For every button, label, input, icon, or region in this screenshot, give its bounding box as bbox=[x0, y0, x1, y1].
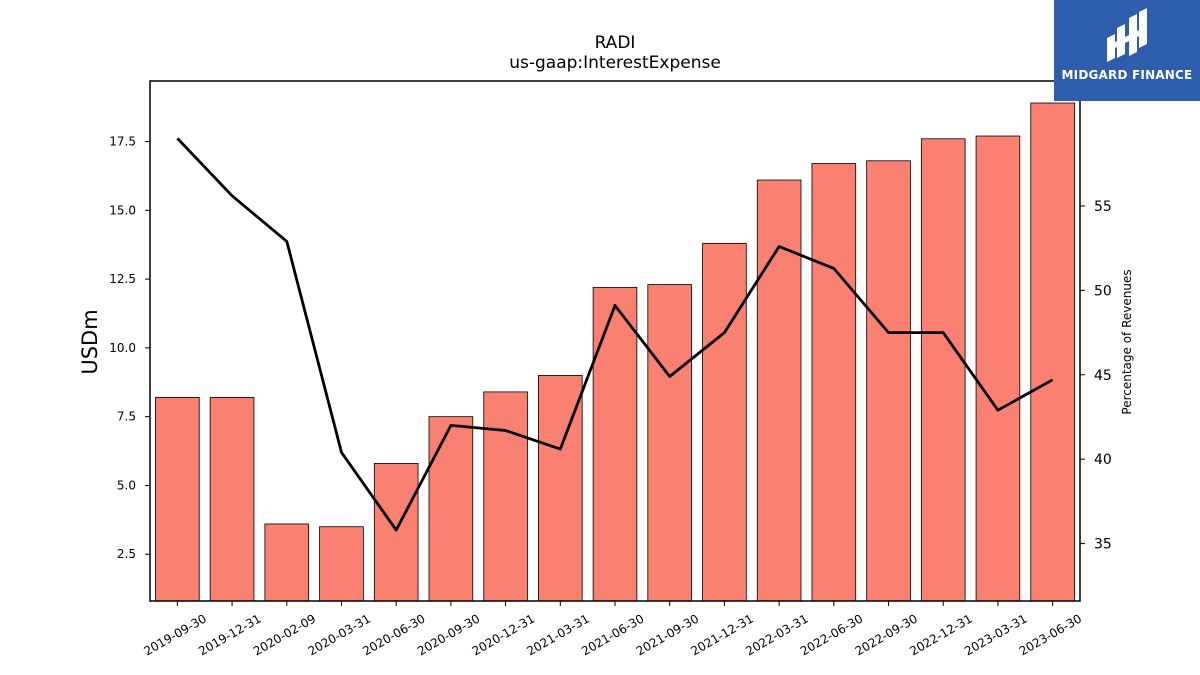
bar-2020-09-30 bbox=[428, 416, 474, 602]
bar-2019-12-31 bbox=[209, 397, 255, 602]
chart-title: RADI bbox=[595, 33, 636, 53]
ytick-label-10.0: 10.0 bbox=[109, 341, 136, 355]
midgard-logo-icon bbox=[1107, 8, 1147, 62]
bar-2023-06-30 bbox=[1030, 102, 1075, 602]
y2tick-label-45: 45 bbox=[1094, 368, 1112, 384]
bar-2022-06-30 bbox=[811, 163, 857, 602]
bar-2019-09-30 bbox=[155, 397, 200, 602]
bar-2021-06-30 bbox=[592, 286, 638, 602]
ytick-label-17.5: 17.5 bbox=[109, 135, 136, 149]
y2tick-label-35: 35 bbox=[1094, 537, 1112, 553]
xtick-label-2023-06-30: 2023-06-30 bbox=[1017, 611, 1084, 658]
y2tick-label-55: 55 bbox=[1094, 199, 1112, 215]
bar-2023-03-31 bbox=[975, 135, 1021, 602]
ytick-label-12.5: 12.5 bbox=[109, 272, 136, 286]
brand-name: MIDGARD FINANCE bbox=[1061, 68, 1193, 82]
bar-2022-12-31 bbox=[920, 138, 966, 602]
bar-2020-02-09 bbox=[264, 523, 310, 602]
bar-2021-12-31 bbox=[702, 242, 747, 602]
y2tick-label-40: 40 bbox=[1094, 452, 1112, 468]
ytick-label-15.0: 15.0 bbox=[109, 203, 136, 217]
y2-axis-label: Percentage of Revenues bbox=[1120, 269, 1134, 414]
chart-subtitle: us-gaap:InterestExpense bbox=[509, 53, 721, 73]
bar-2020-06-30 bbox=[373, 463, 419, 602]
ytick-label-2.5: 2.5 bbox=[117, 547, 136, 561]
line-group bbox=[176, 137, 1054, 532]
brand-logo: MIDGARD FINANCE bbox=[1054, 0, 1200, 101]
y2tick-label-50: 50 bbox=[1094, 283, 1112, 299]
y-axis-label: USDm bbox=[78, 309, 102, 374]
bar-2020-12-31 bbox=[483, 391, 528, 602]
bar-group bbox=[155, 102, 1075, 602]
percentage-line bbox=[176, 137, 1054, 532]
bar-2020-03-31 bbox=[319, 526, 364, 602]
bar-2022-03-31 bbox=[756, 179, 802, 602]
bar-2022-09-30 bbox=[866, 160, 911, 602]
ytick-label-7.5: 7.5 bbox=[117, 410, 136, 424]
ytick-label-5.0: 5.0 bbox=[117, 478, 136, 492]
bar-2021-09-30 bbox=[647, 284, 692, 602]
